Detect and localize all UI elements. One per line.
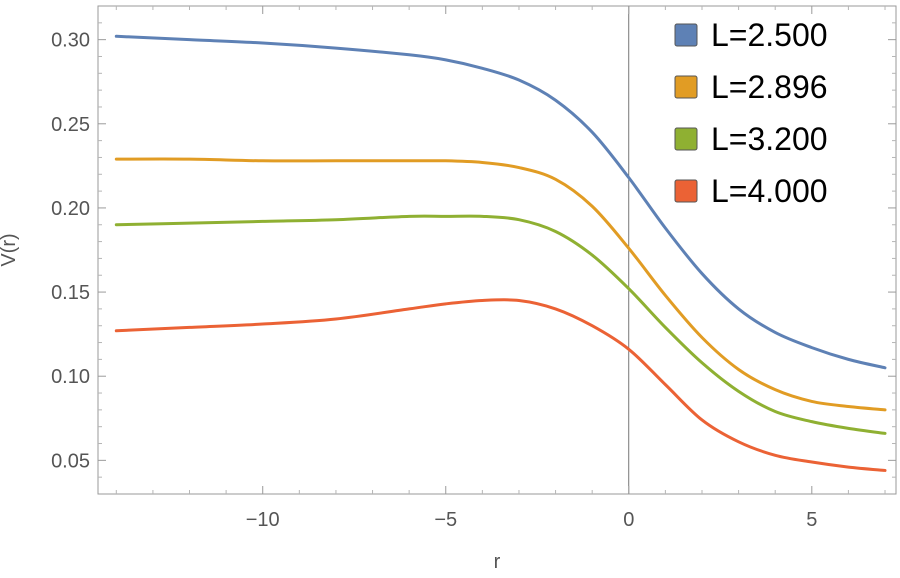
x-tick-label: −5 bbox=[434, 509, 457, 531]
y-tick-label: 0.30 bbox=[51, 30, 90, 52]
x-tick-label: 0 bbox=[623, 509, 634, 531]
plot-frame bbox=[97, 5, 897, 495]
legend-label: L=4.000 bbox=[711, 173, 828, 209]
y-tick-label: 0.25 bbox=[51, 114, 90, 136]
x-tick-label: −10 bbox=[246, 509, 280, 531]
series-line-3 bbox=[114, 298, 887, 472]
series-line-0 bbox=[114, 34, 887, 370]
y-tick-label: 0.20 bbox=[51, 198, 90, 220]
y-axis-label: V(r) bbox=[0, 233, 20, 266]
legend-label: L=2.500 bbox=[711, 17, 828, 53]
legend-label: L=2.896 bbox=[711, 69, 828, 105]
legend-swatch bbox=[674, 179, 698, 203]
y-tick-label: 0.15 bbox=[51, 282, 90, 304]
legend-swatch bbox=[674, 75, 698, 99]
x-tick-label: 5 bbox=[806, 509, 817, 531]
x-axis-label: r bbox=[494, 551, 501, 573]
y-tick-label: 0.10 bbox=[51, 366, 90, 388]
legend-swatch bbox=[674, 127, 698, 151]
legend-swatch bbox=[674, 23, 698, 47]
series-line-1 bbox=[114, 157, 887, 412]
legend-label: L=3.200 bbox=[711, 121, 828, 157]
series-line-2 bbox=[114, 214, 887, 435]
y-tick-label: 0.05 bbox=[51, 450, 90, 472]
